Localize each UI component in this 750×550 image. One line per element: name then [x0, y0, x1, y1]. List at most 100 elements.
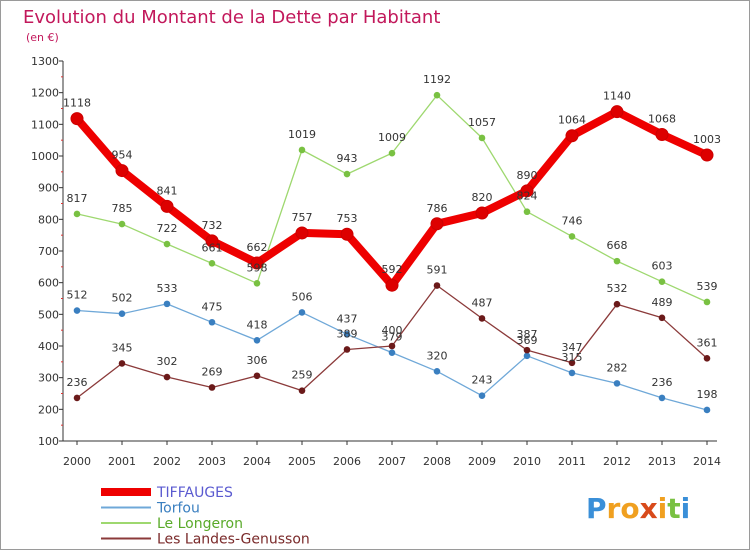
data-point: [478, 392, 486, 400]
data-point: [115, 164, 129, 178]
data-point: [340, 227, 354, 241]
data-point: [475, 206, 489, 220]
x-tick-label: 2009: [468, 455, 496, 468]
data-label: 502: [112, 292, 133, 305]
data-label: 236: [67, 376, 88, 389]
data-point: [253, 337, 261, 344]
data-label: 236: [652, 376, 673, 389]
data-label: 785: [112, 202, 133, 215]
data-label: 379: [382, 331, 403, 344]
logo-letter: o: [620, 492, 639, 525]
data-label: 732: [202, 219, 223, 232]
data-point: [253, 280, 261, 287]
logo-letter: t: [667, 492, 680, 525]
data-label: 753: [337, 212, 358, 225]
data-label: 824: [517, 190, 538, 203]
logo-letter: i: [681, 492, 691, 525]
x-tick-label: 2014: [693, 455, 721, 468]
data-point: [295, 226, 309, 240]
data-point: [343, 330, 351, 338]
y-tick-label: 500: [38, 308, 59, 321]
data-point: [343, 346, 351, 353]
data-point: [658, 278, 666, 286]
y-tick-label: 1000: [31, 150, 59, 163]
y-tick-label: 300: [38, 372, 59, 385]
legend-label: Les Landes-Genusson: [157, 532, 310, 548]
y-tick-label: 1300: [31, 55, 59, 68]
series-points: [70, 91, 714, 414]
data-point: [388, 349, 396, 356]
data-label: 598: [247, 261, 268, 274]
data-label: 198: [697, 388, 718, 401]
data-point: [613, 380, 621, 387]
data-point: [343, 170, 351, 178]
data-label: 746: [562, 214, 583, 227]
data-label: 369: [517, 334, 538, 347]
data-label: 487: [472, 296, 493, 309]
y-tick-label: 1100: [31, 118, 59, 131]
data-label: 757: [292, 211, 313, 224]
data-label: 269: [202, 365, 223, 378]
data-label: 943: [337, 152, 358, 165]
data-label: 820: [472, 191, 493, 204]
data-label: 243: [472, 374, 493, 387]
data-label: 668: [607, 239, 628, 252]
logo-letter: P: [586, 492, 607, 525]
data-point: [703, 298, 711, 306]
data-label: 1118: [63, 97, 91, 110]
data-label: 1064: [558, 114, 586, 127]
data-point: [163, 300, 171, 308]
x-tick-label: 2007: [378, 455, 406, 468]
data-point: [205, 234, 219, 248]
x-tick-label: 2013: [648, 455, 676, 468]
data-point: [298, 387, 306, 394]
data-point: [568, 369, 576, 377]
data-point: [430, 217, 444, 231]
data-point: [520, 184, 534, 198]
data-label: 389: [337, 327, 358, 340]
x-tick-label: 2006: [333, 455, 361, 468]
data-point: [160, 199, 174, 213]
data-label: 817: [67, 192, 88, 205]
data-label: 418: [247, 318, 268, 331]
data-label: 954: [112, 149, 133, 162]
legend-label: Le Longeron: [157, 516, 243, 532]
data-label: 532: [607, 282, 628, 295]
x-tick-label: 2003: [198, 455, 226, 468]
data-point: [613, 300, 621, 308]
x-tick-label: 2010: [513, 455, 541, 468]
data-label: 489: [652, 296, 673, 309]
data-label: 1003: [693, 133, 721, 146]
data-point: [118, 360, 126, 367]
data-point: [163, 373, 171, 381]
data-label: 603: [652, 260, 673, 273]
data-point: [70, 112, 84, 126]
data-label: 1057: [468, 116, 496, 129]
x-tick-label: 2002: [153, 455, 181, 468]
data-point: [700, 148, 714, 162]
proxiti-logo: Proxiti: [586, 492, 690, 525]
data-point: [703, 406, 711, 414]
data-point: [658, 314, 666, 322]
y-tick-label: 800: [38, 213, 59, 226]
logo-letter: r: [607, 492, 621, 525]
axes: 100 200 300 400 500 600 700 800 900 1000 1100 1200 1…: [31, 55, 721, 468]
y-tick-label: 100: [38, 435, 59, 448]
x-tick-label: 2012: [603, 455, 631, 468]
data-point: [73, 307, 81, 314]
x-tick-label: 2001: [108, 455, 136, 468]
chart-title: Evolution du Montant de la Dette par Hab…: [23, 7, 440, 28]
data-point: [703, 355, 711, 362]
logo-letter: x: [640, 492, 658, 525]
data-point: [118, 220, 126, 228]
data-label: 437: [337, 312, 358, 325]
data-label: 592: [382, 263, 403, 276]
y-tick-label: 900: [38, 182, 59, 195]
data-point: [478, 315, 486, 322]
data-label: 1140: [603, 90, 631, 103]
data-point: [208, 318, 216, 326]
data-label: 506: [292, 290, 313, 303]
data-point: [73, 210, 81, 218]
